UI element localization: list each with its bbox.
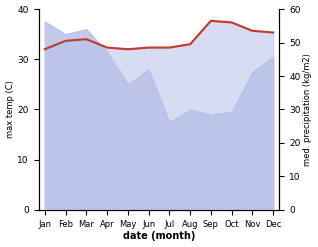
X-axis label: date (month): date (month) — [123, 231, 195, 242]
Y-axis label: med. precipitation (kg/m2): med. precipitation (kg/m2) — [303, 53, 313, 166]
Y-axis label: max temp (C): max temp (C) — [5, 81, 15, 138]
